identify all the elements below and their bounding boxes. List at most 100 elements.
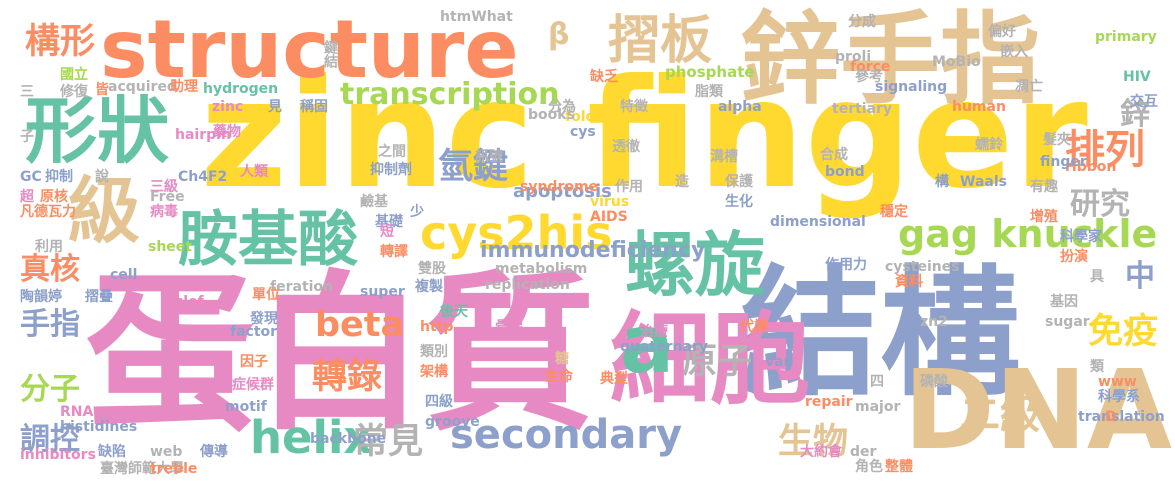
word: van (765, 354, 794, 370)
word: RNA (60, 404, 94, 420)
word: 三級 (150, 179, 178, 195)
word: zn2 (920, 314, 948, 330)
word: alpha (718, 99, 762, 115)
word: 傳導 (200, 444, 228, 460)
word: 訊號 (475, 149, 503, 165)
word: feration (270, 279, 334, 295)
word: β (548, 17, 570, 52)
word: 藥物 (213, 124, 241, 140)
word: beta (315, 305, 405, 345)
word: quaternary (620, 339, 708, 355)
word: 摺疊 (85, 289, 113, 305)
word: 大約會 (800, 444, 842, 460)
word: zinc finger (200, 48, 1088, 222)
word: 骨架 (495, 319, 523, 335)
word: 細胞 (610, 301, 810, 418)
word: 缺陷 (98, 444, 126, 460)
word: apoptosis (513, 181, 612, 202)
word: 構形 (25, 22, 96, 62)
word: 少 (410, 204, 424, 220)
word: 造 (675, 174, 689, 190)
word: 缺乏 (590, 69, 618, 85)
word: 穩定 (880, 204, 908, 220)
word: 脂類 (695, 84, 723, 100)
word: translation (1078, 409, 1165, 425)
word: 治療 (640, 324, 668, 340)
word: 因子 (240, 354, 268, 370)
word: 凋亡 (1015, 79, 1043, 95)
word: folding (565, 109, 621, 125)
word: 蛋白質 (85, 256, 596, 454)
word: zinc (212, 99, 244, 115)
word: 症候群 (232, 377, 274, 393)
word: secondary (450, 412, 683, 458)
word: 子 (20, 129, 34, 145)
word: 構 (935, 174, 949, 190)
word: 特徵 (620, 99, 648, 115)
word: 級 (68, 169, 141, 253)
word: treble (150, 461, 198, 477)
word: 類 (1090, 359, 1104, 375)
word: 氫鍵 (438, 147, 509, 187)
word: cysteines (885, 259, 960, 275)
word: signaling (875, 79, 948, 95)
word: 二級 (960, 392, 1040, 438)
word: 鍵結 (322, 40, 338, 68)
word: 修復 (60, 84, 88, 100)
word: motif (225, 399, 267, 415)
word: 保護 (725, 174, 753, 190)
word: 雙股 (418, 261, 446, 277)
word: 助理 (170, 79, 198, 95)
word: 形狀 (25, 89, 170, 173)
word: factor (230, 324, 278, 340)
word: AIDS (590, 209, 628, 225)
word: gag knuckle (898, 212, 1158, 256)
word: 透徹 (612, 139, 640, 155)
word: 作用力 (825, 257, 867, 273)
word: 嵌入 (1000, 44, 1028, 60)
word: 說 (95, 169, 109, 185)
word: 偏好 (988, 24, 1016, 40)
word: HIV (1123, 69, 1151, 85)
word: 類別 (420, 344, 448, 360)
word: 科學家 (1060, 229, 1102, 245)
word: 陶韻婷 (20, 289, 62, 305)
word: 三 (20, 84, 34, 100)
word: sugar (1045, 314, 1090, 330)
word: web (150, 444, 183, 460)
word: 發現 (250, 311, 278, 327)
word: 扮演 (1060, 249, 1088, 265)
word: 科學系 (1098, 389, 1140, 405)
word: 基礎 (375, 214, 403, 230)
word: force (850, 59, 891, 75)
word: backbone (310, 431, 387, 447)
word: 增殖 (1030, 209, 1058, 225)
word: 交互 (1130, 94, 1158, 110)
word: dimensional (770, 214, 866, 230)
word: 免疫 (1088, 312, 1159, 352)
word: 超 (20, 189, 34, 205)
word: super (360, 284, 405, 300)
word: cys2his (420, 206, 613, 260)
word: 溝槽 (710, 149, 738, 165)
word: 典型 (600, 371, 628, 387)
word: ribbon (1065, 159, 1117, 175)
word: helix (250, 411, 373, 464)
word: 生化 (725, 194, 753, 210)
word: 皆 (95, 82, 109, 98)
word: Waals (960, 174, 1007, 190)
word: cell (110, 267, 138, 283)
word: 抑制 (45, 169, 73, 185)
word: 分子 (20, 372, 80, 407)
word: 有趣 (1030, 179, 1058, 195)
word: immunodeficiency (480, 238, 706, 263)
word: 排列 (1065, 127, 1145, 173)
word: primary (1095, 29, 1157, 45)
word: 四級 (425, 394, 453, 410)
word: 常見 (353, 422, 424, 462)
word: 利用 (35, 239, 63, 255)
word: 架構 (420, 364, 448, 380)
word: syndrome (520, 179, 599, 195)
word: DNA (903, 346, 1172, 474)
word: 生命 (545, 369, 573, 385)
